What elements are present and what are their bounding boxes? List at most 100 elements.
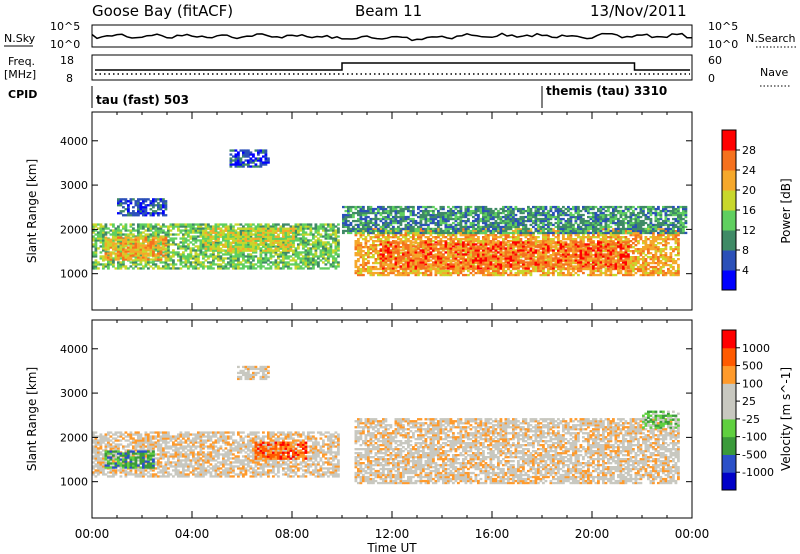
range-gate-cell bbox=[559, 269, 563, 273]
range-gate-cell bbox=[282, 267, 285, 270]
range-gate-cell bbox=[164, 238, 168, 241]
range-gate-cell bbox=[274, 245, 278, 248]
range-gate-cell bbox=[399, 234, 403, 237]
range-gate-cell bbox=[507, 251, 510, 254]
range-gate-cell bbox=[299, 261, 303, 264]
range-gate-cell bbox=[607, 236, 610, 239]
range-gate-cell bbox=[414, 261, 418, 265]
range-gate-cell bbox=[204, 237, 208, 240]
range-gate-cell bbox=[652, 267, 655, 271]
range-gate-cell bbox=[334, 249, 338, 252]
range-gate-cell bbox=[154, 236, 158, 239]
range-gate-cell bbox=[659, 267, 663, 271]
range-gate-cell bbox=[462, 241, 465, 244]
range-gate-cell bbox=[442, 263, 445, 266]
range-gate-cell bbox=[424, 261, 428, 264]
range-gate-cell bbox=[332, 225, 335, 228]
range-gate-cell bbox=[292, 257, 295, 260]
range-gate-cell bbox=[424, 252, 428, 255]
range-gate-cell bbox=[534, 269, 538, 273]
range-gate-cell bbox=[384, 241, 388, 244]
range-gate-cell bbox=[279, 225, 283, 228]
range-gate-cell bbox=[129, 242, 133, 245]
range-gate-cell bbox=[482, 253, 485, 256]
range-gate-cell bbox=[492, 234, 495, 237]
range-gate-cell bbox=[399, 267, 403, 270]
range-gate-cell bbox=[364, 242, 368, 245]
range-gate-cell bbox=[399, 271, 403, 275]
range-gate-cell bbox=[429, 247, 433, 250]
range-gate-cell bbox=[487, 234, 490, 237]
range-gate-cell bbox=[544, 259, 548, 263]
range-gate-cell bbox=[159, 267, 163, 270]
range-gate-cell bbox=[174, 253, 178, 256]
range-gate-cell bbox=[469, 259, 473, 262]
range-gate-cell bbox=[357, 254, 360, 257]
cpid-segment-1: tau (fast) 503 bbox=[96, 93, 189, 107]
range-gate-cell bbox=[472, 238, 475, 241]
range-gate-cell bbox=[514, 253, 518, 256]
range-gate-cell bbox=[474, 240, 478, 243]
range-gate-cell bbox=[677, 271, 680, 275]
range-gate-cell bbox=[627, 240, 630, 243]
range-gate-cell bbox=[254, 233, 258, 236]
range-gate-cell bbox=[307, 247, 310, 250]
cpid-label: CPID bbox=[8, 88, 37, 101]
range-gate-cell bbox=[544, 271, 548, 275]
range-gate-cell bbox=[579, 238, 583, 241]
range-gate-cell bbox=[589, 273, 593, 277]
range-gate-cell bbox=[412, 252, 415, 255]
range-gate-cell bbox=[314, 261, 318, 264]
range-gate-cell bbox=[207, 247, 210, 250]
range-gate-cell bbox=[647, 244, 650, 247]
range-gate-cell bbox=[647, 246, 650, 249]
range-gate-cell bbox=[302, 257, 305, 260]
range-gate-cell bbox=[659, 252, 663, 255]
range-gate-cell bbox=[419, 263, 423, 267]
range-gate-cell bbox=[217, 263, 220, 266]
range-gate-cell bbox=[647, 248, 650, 251]
range-gate-cell bbox=[174, 225, 178, 228]
range-gate-cell bbox=[154, 256, 158, 259]
range-gate-cell bbox=[182, 229, 185, 232]
range-gate-cell bbox=[264, 259, 268, 262]
range-gate-cell bbox=[202, 239, 205, 242]
range-gate-cell bbox=[612, 236, 615, 239]
range-gate-cell bbox=[609, 273, 613, 277]
range-gate-cell bbox=[452, 265, 455, 268]
range-gate-cell bbox=[282, 227, 285, 230]
range-gate-cell bbox=[219, 257, 223, 260]
range-gate-cell bbox=[489, 247, 493, 250]
range-gate-cell bbox=[324, 249, 328, 252]
range-gate-cell bbox=[197, 261, 200, 264]
range-gate-cell bbox=[204, 239, 208, 242]
range-gate-cell bbox=[412, 263, 415, 266]
range-gate-cell bbox=[507, 261, 510, 264]
range-gate-cell bbox=[107, 261, 110, 264]
range-gate-cell bbox=[497, 251, 500, 254]
range-gate-cell bbox=[562, 236, 565, 239]
range-gate-cell bbox=[392, 240, 395, 243]
range-gate-cell bbox=[577, 269, 580, 273]
range-gate-cell bbox=[434, 259, 438, 263]
range-gate-cell bbox=[557, 238, 560, 241]
range-gate-cell bbox=[434, 267, 438, 271]
range-gate-cell bbox=[522, 252, 525, 255]
range-gate-cell bbox=[504, 249, 508, 252]
range-gate-cell bbox=[327, 267, 330, 270]
range-gate-cell bbox=[614, 252, 618, 255]
range-gate-cell bbox=[134, 240, 138, 243]
range-gate-cell bbox=[217, 239, 220, 242]
range-gate-cell bbox=[264, 229, 268, 232]
range-gate-cell bbox=[652, 248, 655, 251]
range-gate-cell bbox=[559, 242, 563, 245]
range-gate-cell bbox=[494, 245, 498, 248]
range-gate-cell bbox=[102, 259, 105, 262]
range-gate-cell bbox=[652, 244, 655, 247]
range-gate-cell bbox=[264, 239, 268, 242]
range-gate-cell bbox=[287, 267, 290, 270]
range-gate-cell bbox=[387, 253, 390, 256]
range-gate-cell bbox=[119, 252, 123, 255]
range-gate-cell bbox=[99, 263, 103, 266]
range-gate-cell bbox=[624, 271, 628, 275]
